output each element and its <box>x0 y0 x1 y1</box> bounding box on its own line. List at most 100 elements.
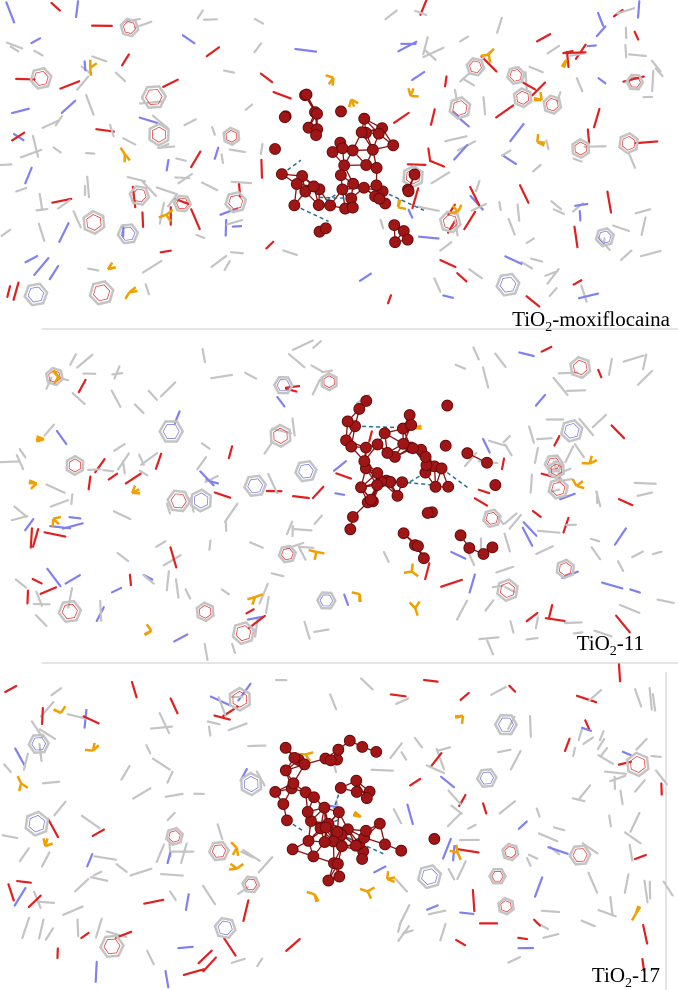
bond <box>149 725 174 730</box>
atom <box>334 169 347 182</box>
phosphate <box>158 213 167 219</box>
bond <box>72 210 82 229</box>
bond <box>400 751 408 761</box>
phosphate <box>454 714 464 720</box>
bond <box>469 185 481 207</box>
bond <box>426 904 439 911</box>
bond <box>540 345 553 353</box>
bond <box>190 208 201 231</box>
phosphate <box>88 67 93 76</box>
bond <box>216 823 224 841</box>
bond <box>257 856 274 874</box>
bond <box>508 684 517 693</box>
ring-inner <box>621 135 636 151</box>
bond <box>572 631 584 635</box>
phosphate <box>51 370 60 378</box>
bond <box>532 163 542 173</box>
atom <box>302 834 315 847</box>
bond <box>533 446 540 464</box>
bond <box>24 518 35 532</box>
bond <box>459 691 470 701</box>
bond <box>31 528 40 548</box>
bond <box>303 620 311 640</box>
bond <box>86 175 91 199</box>
bond <box>1 834 19 840</box>
ring <box>158 420 185 443</box>
bond <box>428 159 446 168</box>
bond <box>608 814 612 828</box>
ring <box>547 477 570 500</box>
bond <box>507 217 516 236</box>
bond <box>441 837 452 860</box>
bond <box>427 909 447 916</box>
bond <box>531 81 547 97</box>
bond <box>629 811 641 833</box>
bond <box>633 30 640 41</box>
bond <box>156 145 176 150</box>
atom <box>439 439 452 452</box>
ring <box>501 842 520 862</box>
bond <box>453 143 469 161</box>
bond <box>620 249 633 262</box>
bond <box>225 218 244 226</box>
bond <box>6 285 12 298</box>
bond <box>165 158 170 172</box>
bond <box>155 186 178 196</box>
bond <box>111 372 124 376</box>
bond <box>74 878 90 893</box>
bond <box>223 937 237 957</box>
ring-inner <box>628 76 641 88</box>
bond <box>267 472 279 495</box>
bond <box>102 469 115 473</box>
phosphate <box>124 291 131 300</box>
bond <box>360 677 374 691</box>
bond <box>21 916 31 940</box>
bond <box>195 233 206 240</box>
panel-label: TiO2-11 <box>577 631 644 659</box>
bond <box>368 430 373 443</box>
bond <box>59 80 81 90</box>
bond <box>413 736 424 749</box>
bond <box>435 747 446 771</box>
bond <box>159 249 172 254</box>
bond <box>231 642 237 655</box>
bond <box>37 900 56 905</box>
bond <box>285 938 301 952</box>
bond <box>578 784 592 800</box>
bond <box>564 51 587 55</box>
bond <box>294 47 318 53</box>
atom <box>428 833 441 845</box>
bond <box>244 103 254 111</box>
bond <box>40 851 51 868</box>
bond <box>582 736 595 746</box>
ring-inner <box>276 379 291 392</box>
bond <box>641 957 646 972</box>
atom <box>355 126 368 139</box>
atom <box>336 142 349 155</box>
bond <box>597 77 607 85</box>
bond <box>260 158 264 179</box>
ring <box>559 418 584 443</box>
phosphate <box>411 570 419 578</box>
bond <box>617 663 622 683</box>
atom <box>360 159 373 171</box>
bond <box>593 629 613 638</box>
bond <box>291 339 314 352</box>
ring <box>488 867 508 885</box>
ring <box>88 280 115 306</box>
bond <box>43 423 55 437</box>
bond <box>481 437 491 454</box>
ring-inner <box>145 89 163 105</box>
ring-inner <box>273 427 288 444</box>
bond <box>159 381 177 398</box>
atom <box>401 233 414 246</box>
atom <box>403 409 416 421</box>
atom <box>269 143 281 155</box>
bond <box>140 452 159 466</box>
bond <box>70 493 74 506</box>
bond <box>409 777 422 787</box>
bond <box>29 527 34 549</box>
phosphate <box>487 54 492 63</box>
bond <box>45 483 66 494</box>
bond <box>158 712 171 735</box>
